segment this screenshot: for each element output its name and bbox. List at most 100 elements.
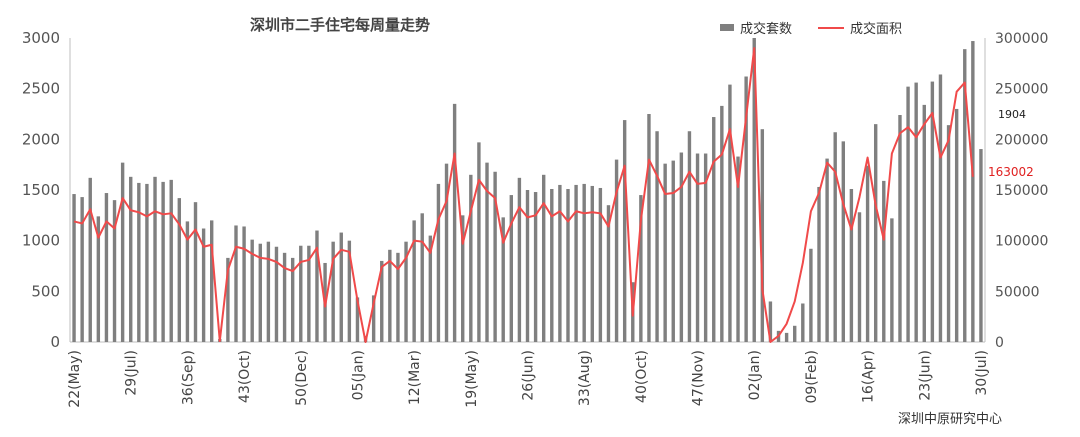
bar [355,297,360,342]
bar [720,105,724,342]
x-tick-label: 23(Jun) [917,350,933,401]
bar [266,241,271,342]
bar [663,163,667,342]
y-left-tick-label: 1500 [22,181,60,199]
bar [566,188,570,342]
bar [695,153,700,342]
bar [679,152,684,342]
bar [784,332,789,342]
legend-bar-swatch [720,24,734,31]
bar [687,131,692,342]
bar [153,176,157,342]
bar [598,187,603,342]
bar [525,190,530,342]
y-left-tick-label: 0 [50,333,60,351]
x-tick-label: 09(Feb) [804,350,820,404]
bar [971,41,975,342]
bar [461,215,465,342]
bar [728,84,732,343]
bar [817,186,821,342]
bar [428,235,433,342]
bar [112,200,117,342]
y-right-tick-label: 0 [995,335,1004,351]
x-tick-label: 16(Apr) [861,350,877,403]
bar [250,239,254,342]
y-right-tick-label: 250000 [995,82,1048,98]
bar [825,158,829,342]
bar [550,188,554,342]
y-left-tick-label: 2500 [22,80,60,98]
bar [857,212,862,342]
bar [873,124,878,342]
bar [712,117,716,342]
bar [558,184,562,342]
bar [938,74,943,342]
legend-area-label: 成交面积 [850,22,903,37]
bar [922,104,926,342]
x-tick-label: 36(Sep) [180,350,196,405]
legend-line-swatch [818,26,845,29]
bar [169,179,173,342]
bar [290,257,295,342]
bar [906,86,910,342]
bar [752,38,756,342]
x-tick-label: 47(Nov) [691,350,707,406]
bar [412,220,416,342]
bar [201,228,206,342]
bar [404,241,408,342]
bar [185,221,190,342]
bar [671,160,675,342]
x-tick-label: 19(May) [464,350,480,408]
bar [760,129,765,342]
x-tick-label: 50(Dec) [294,350,310,406]
bar [501,217,505,342]
legend-item-area: 成交面积 [818,18,902,37]
bar [647,114,651,342]
bar [533,192,538,342]
bar [930,81,935,342]
bar [226,257,230,342]
chart-title: 深圳市二手住宅每周量走势 [249,16,430,34]
bar [274,246,279,342]
bar [469,174,473,342]
bar [88,177,92,342]
x-tick-label: 22(May) [67,350,83,408]
bar [80,197,84,342]
x-tick-label: 02(Jan) [747,350,763,400]
bar [801,303,805,342]
bar [72,194,76,342]
bar [339,232,343,342]
bar [849,188,854,342]
bar [793,325,797,342]
bar [388,249,392,342]
x-tick-label: 33(Aug) [577,350,593,406]
bar [574,184,578,342]
bar [614,159,619,342]
y-left-tick-label: 1000 [22,232,60,250]
bar [963,49,967,343]
bar [299,245,303,342]
last-bar-value-label: 1904 [998,108,1026,121]
area-line-series [73,47,974,343]
y-right-tick-label: 300000 [995,31,1048,47]
x-tick-label: 43(Oct) [237,350,253,403]
bar [841,141,845,342]
legend-units-label: 成交套数 [740,22,793,37]
bar [104,193,109,342]
last-line-value-label: 163002 [988,165,1034,179]
bar [493,171,497,342]
bar [809,248,813,342]
y-left-tick-label: 2000 [22,130,60,148]
y-right-tick-label: 100000 [995,234,1048,250]
bar [954,108,959,343]
bar [242,226,246,342]
bar [210,220,214,342]
bar [282,252,287,342]
bar [890,218,894,342]
bar [517,177,522,342]
bar [541,174,546,342]
chart-legend: 成交套数 成交面积 [720,18,902,37]
bar [177,198,182,342]
bar [946,125,951,343]
